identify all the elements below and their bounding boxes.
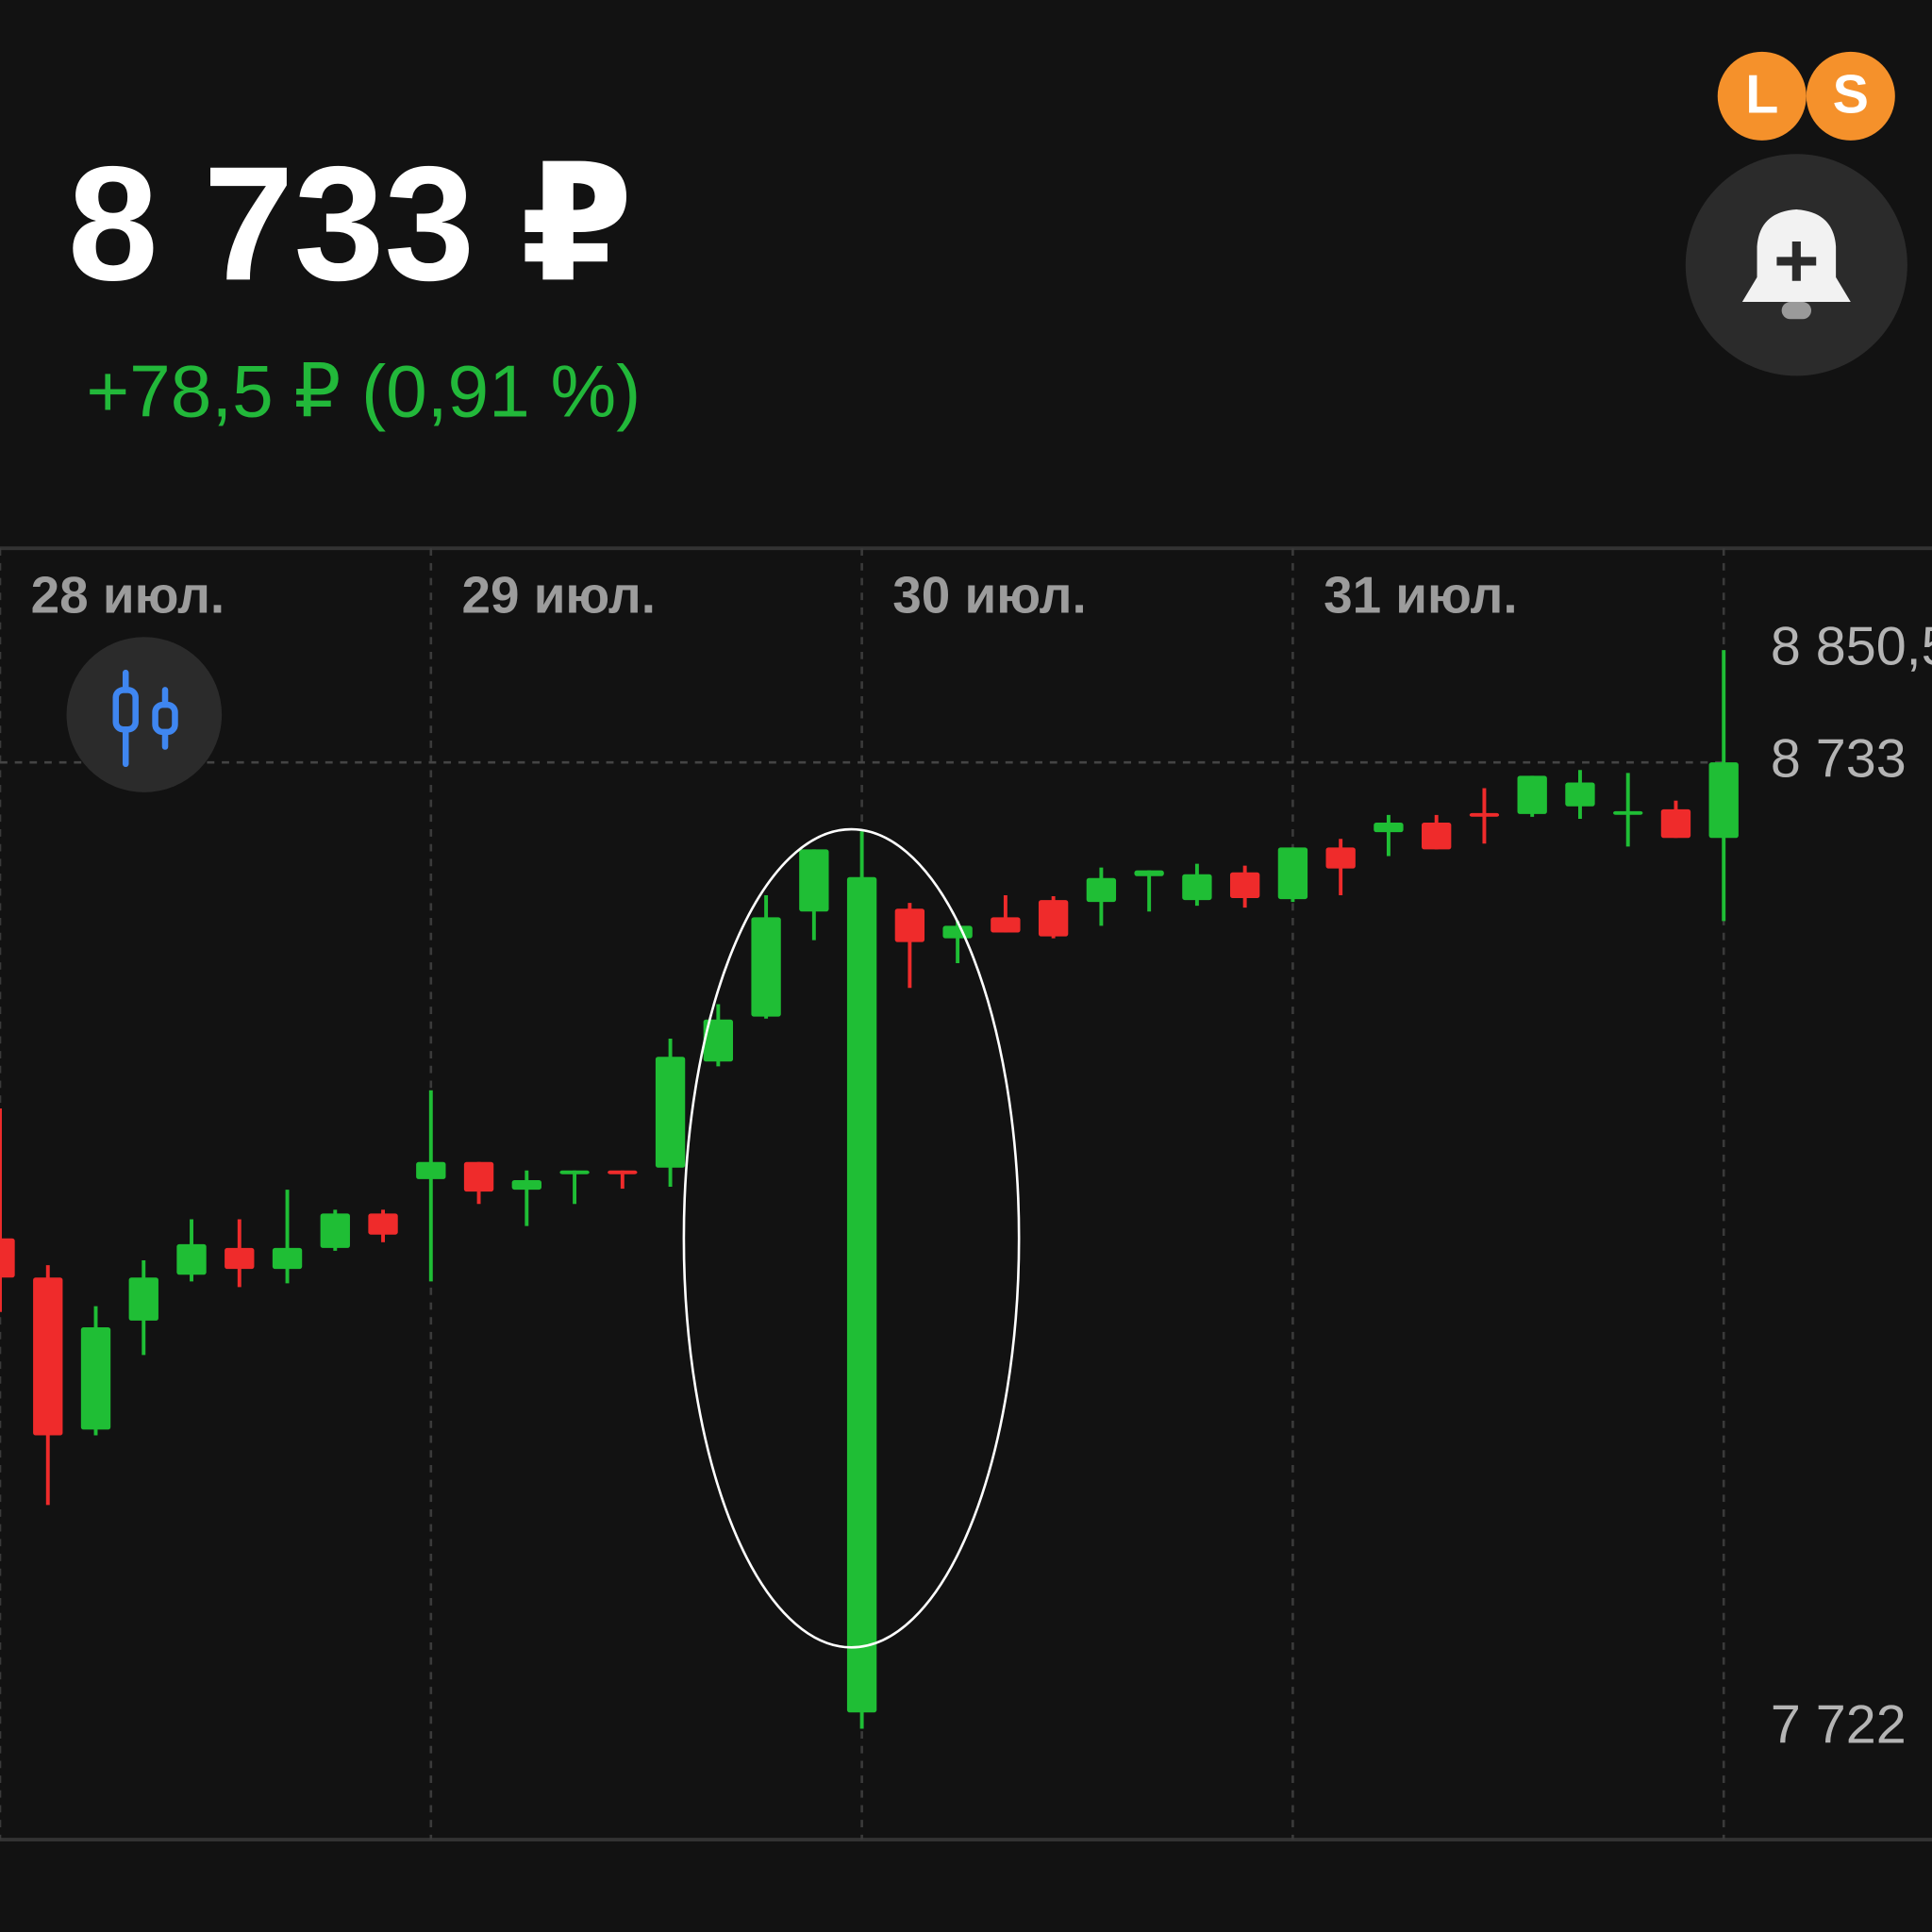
- candle-body: [799, 849, 829, 912]
- y-tick-label: 8 733: [1771, 728, 1907, 789]
- candle-body: [846, 876, 877, 1713]
- chart-type-button-bg[interactable]: [66, 637, 223, 792]
- candle-body: [942, 925, 973, 939]
- plus-icon: [1776, 241, 1817, 281]
- candle-body: [176, 1243, 207, 1275]
- candle-body: [511, 1179, 541, 1191]
- candle-body: [1517, 775, 1547, 814]
- candle-body: [80, 1326, 111, 1430]
- candle-body: [33, 1277, 63, 1436]
- y-tick-label: 7 722: [1771, 1695, 1907, 1756]
- x-tick-label: 30 июл.: [892, 565, 1087, 624]
- x-tick-label: 31 июл.: [1324, 565, 1518, 624]
- badge-l: [1717, 51, 1807, 141]
- candle-body: [368, 1213, 398, 1235]
- candle-body: [1277, 847, 1308, 900]
- highlight-ellipse: [682, 827, 1021, 1649]
- badge-l-text: L: [1745, 65, 1778, 125]
- price-change: +78,5 ₽ (0,91 %): [86, 349, 641, 432]
- candle-body: [1613, 810, 1643, 815]
- candle-body: [991, 917, 1021, 933]
- candle-body: [655, 1057, 686, 1168]
- badges: L S: [1717, 51, 1895, 141]
- alert-button[interactable]: [1685, 154, 1907, 376]
- candle-body: [1134, 870, 1164, 876]
- candle-body: [1038, 900, 1069, 937]
- badge-s-text: S: [1833, 65, 1869, 125]
- y-tick-label: 8 850,5: [1771, 616, 1932, 676]
- candle-icon-body: [152, 701, 178, 736]
- candle-body: [1708, 762, 1739, 839]
- candle-body: [1660, 808, 1691, 839]
- candle-body: [751, 917, 781, 1017]
- candle-body: [1229, 872, 1260, 899]
- candle-body: [1565, 782, 1595, 807]
- candle-icon-body: [112, 687, 139, 733]
- candle-body: [608, 1170, 638, 1174]
- chart-type-button[interactable]: [66, 637, 223, 792]
- price: 8 733 ₽: [68, 132, 633, 314]
- candle-body: [463, 1161, 494, 1192]
- candle-body: [894, 908, 925, 942]
- plot: 28 июл. 29 июл. 30 июл. 31 июл. 8 850,5 8 733…: [0, 548, 1932, 1840]
- candle-body: [225, 1247, 255, 1270]
- candle-body: [1422, 823, 1452, 850]
- candle-body: [703, 1019, 734, 1062]
- candle-body: [0, 1238, 15, 1278]
- candle-body: [416, 1161, 446, 1179]
- candle-body: [1182, 874, 1212, 901]
- candle-body: [559, 1170, 590, 1174]
- candle-body: [1374, 823, 1404, 833]
- bell-clapper: [1781, 302, 1811, 320]
- candle-body: [272, 1247, 303, 1270]
- badge-s: [1806, 51, 1895, 141]
- x-tick-label: 28 июл.: [31, 565, 225, 624]
- candle-body: [1325, 847, 1356, 869]
- candle-body: [320, 1213, 350, 1248]
- x-tick-label: 29 июл.: [461, 565, 656, 624]
- candle-body: [1469, 812, 1500, 817]
- candle-body: [1086, 877, 1117, 903]
- candle-body: [128, 1277, 158, 1321]
